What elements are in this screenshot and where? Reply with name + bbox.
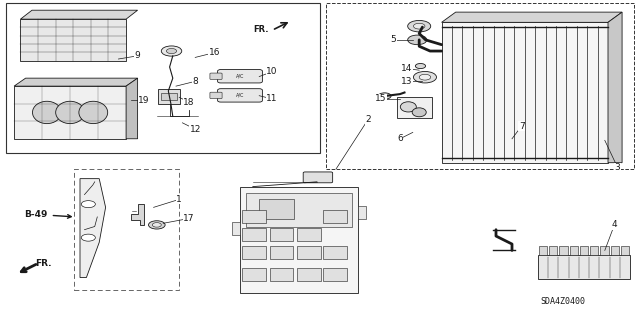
Ellipse shape	[412, 108, 426, 117]
Polygon shape	[131, 204, 144, 225]
Bar	[232, 222, 240, 235]
Bar	[358, 206, 366, 219]
Bar	[246, 193, 352, 227]
Bar	[20, 19, 126, 61]
Text: A/C: A/C	[236, 74, 244, 79]
FancyBboxPatch shape	[218, 70, 262, 83]
Text: B-49: B-49	[24, 210, 71, 219]
Circle shape	[166, 48, 177, 54]
Text: 12: 12	[189, 125, 201, 134]
FancyBboxPatch shape	[210, 92, 222, 99]
Circle shape	[415, 63, 426, 69]
Bar	[297, 247, 321, 259]
Bar	[243, 210, 266, 223]
Polygon shape	[442, 12, 622, 22]
Bar	[538, 255, 630, 279]
Polygon shape	[126, 78, 138, 139]
Text: 4: 4	[612, 220, 617, 229]
Circle shape	[408, 20, 431, 32]
Bar	[161, 93, 177, 100]
Text: 8: 8	[193, 77, 198, 86]
Text: 3: 3	[615, 163, 620, 172]
Bar	[621, 246, 629, 255]
Text: 11: 11	[266, 94, 278, 103]
Text: 7: 7	[519, 122, 524, 130]
Bar	[297, 268, 321, 281]
Polygon shape	[80, 179, 106, 278]
Bar	[323, 247, 347, 259]
Bar	[442, 22, 608, 163]
Circle shape	[81, 234, 95, 241]
Polygon shape	[608, 12, 622, 163]
Text: 2: 2	[365, 115, 371, 124]
Bar	[269, 268, 293, 281]
Text: 13: 13	[401, 77, 412, 86]
Bar	[397, 97, 432, 118]
Polygon shape	[14, 86, 126, 139]
Text: SDA4Z0400: SDA4Z0400	[541, 297, 586, 306]
Text: 14: 14	[401, 64, 412, 73]
Text: 16: 16	[209, 48, 220, 57]
Bar	[323, 268, 347, 281]
Text: FR.: FR.	[35, 259, 52, 268]
FancyBboxPatch shape	[210, 73, 222, 79]
Text: 18: 18	[183, 98, 195, 107]
Bar	[74, 169, 179, 290]
Polygon shape	[20, 10, 138, 19]
Circle shape	[378, 93, 391, 99]
Bar	[259, 199, 294, 219]
Ellipse shape	[33, 101, 61, 124]
Ellipse shape	[56, 101, 84, 124]
Bar	[570, 246, 578, 255]
Text: 15: 15	[375, 94, 387, 103]
Bar	[269, 228, 293, 241]
Bar	[539, 246, 547, 255]
Text: 5: 5	[391, 35, 396, 44]
Text: 1: 1	[177, 195, 182, 204]
Bar	[549, 246, 557, 255]
Text: 9: 9	[135, 51, 140, 60]
Text: 19: 19	[138, 96, 150, 105]
Text: 10: 10	[266, 67, 278, 76]
Bar	[243, 247, 266, 259]
Ellipse shape	[401, 102, 417, 112]
Circle shape	[408, 35, 427, 45]
Bar	[158, 89, 180, 104]
Bar	[611, 246, 619, 255]
Circle shape	[419, 74, 431, 80]
FancyBboxPatch shape	[218, 89, 262, 102]
FancyBboxPatch shape	[303, 172, 333, 183]
Ellipse shape	[79, 101, 108, 124]
Bar	[600, 246, 609, 255]
Polygon shape	[14, 78, 138, 86]
Bar	[580, 246, 588, 255]
Bar	[269, 247, 293, 259]
Bar	[323, 210, 347, 223]
Bar	[243, 268, 266, 281]
Circle shape	[161, 46, 182, 56]
Text: 17: 17	[183, 214, 195, 223]
Circle shape	[81, 201, 95, 208]
Bar	[297, 228, 321, 241]
Text: A/C: A/C	[236, 93, 244, 98]
Circle shape	[152, 223, 161, 227]
Bar	[243, 228, 266, 241]
Text: FR.: FR.	[253, 25, 268, 34]
Bar	[559, 246, 568, 255]
Text: 6: 6	[397, 134, 403, 143]
Circle shape	[413, 71, 436, 83]
Bar	[6, 3, 320, 153]
Bar	[240, 187, 358, 293]
Bar	[590, 246, 598, 255]
Bar	[326, 3, 634, 169]
Circle shape	[413, 23, 425, 29]
Circle shape	[148, 221, 165, 229]
